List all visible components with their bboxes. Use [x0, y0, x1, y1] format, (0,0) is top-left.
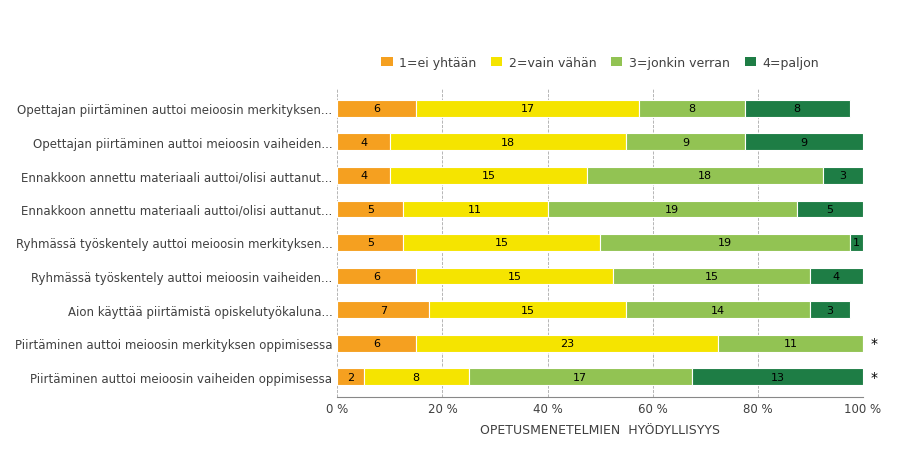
Text: 6: 6 — [373, 338, 381, 348]
Bar — [639, 101, 745, 117]
Text: 19: 19 — [665, 204, 679, 214]
Bar — [390, 168, 587, 184]
Text: 7: 7 — [380, 305, 387, 315]
Text: 15: 15 — [521, 305, 535, 315]
Bar — [823, 168, 863, 184]
Bar — [692, 368, 863, 385]
Text: 15: 15 — [507, 272, 522, 281]
Bar — [337, 268, 416, 285]
Bar — [587, 168, 823, 184]
Text: 1: 1 — [853, 238, 859, 248]
Bar — [797, 201, 863, 218]
Text: 3: 3 — [826, 305, 833, 315]
Text: 4: 4 — [360, 171, 367, 181]
Text: 8: 8 — [413, 372, 419, 382]
Text: 6: 6 — [373, 272, 381, 281]
Bar — [337, 101, 416, 117]
Text: 13: 13 — [771, 372, 784, 382]
Bar — [337, 302, 430, 318]
Text: 17: 17 — [573, 372, 588, 382]
Bar — [337, 134, 390, 151]
Bar — [337, 201, 403, 218]
Bar — [430, 302, 626, 318]
Text: 15: 15 — [494, 238, 508, 248]
Text: 6: 6 — [373, 104, 381, 114]
X-axis label: OPETUSMENETELMIEN  HYÖDYLLISYYS: OPETUSMENETELMIEN HYÖDYLLISYYS — [480, 423, 720, 436]
Bar — [626, 134, 745, 151]
Bar — [468, 368, 692, 385]
Text: 18: 18 — [501, 138, 516, 147]
Bar — [337, 168, 390, 184]
Text: 11: 11 — [468, 204, 482, 214]
Text: 5: 5 — [367, 238, 373, 248]
Bar — [810, 302, 849, 318]
Text: 15: 15 — [481, 171, 495, 181]
Bar — [416, 268, 614, 285]
Bar — [614, 268, 810, 285]
Bar — [403, 235, 600, 251]
Text: 15: 15 — [705, 272, 719, 281]
Bar — [337, 368, 364, 385]
Text: 4: 4 — [360, 138, 367, 147]
Bar — [337, 335, 416, 352]
Text: *: * — [870, 370, 878, 384]
Text: 5: 5 — [826, 204, 833, 214]
Bar — [718, 335, 863, 352]
Bar — [548, 201, 797, 218]
Text: 14: 14 — [711, 305, 725, 315]
Text: 9: 9 — [800, 138, 808, 147]
Bar — [416, 101, 639, 117]
Text: 4: 4 — [833, 272, 840, 281]
Text: 18: 18 — [698, 171, 712, 181]
Bar — [810, 268, 863, 285]
Text: 2: 2 — [346, 372, 354, 382]
Bar — [745, 101, 849, 117]
Text: 5: 5 — [367, 204, 373, 214]
Text: *: * — [870, 336, 878, 350]
Text: 3: 3 — [840, 171, 846, 181]
Bar — [416, 335, 718, 352]
Bar — [626, 302, 810, 318]
Text: 8: 8 — [794, 104, 800, 114]
Bar — [849, 235, 863, 251]
Bar — [403, 201, 548, 218]
Legend: 1=ei yhtään, 2=vain vähän, 3=jonkin verran, 4=paljon: 1=ei yhtään, 2=vain vähän, 3=jonkin verr… — [376, 52, 823, 75]
Text: 23: 23 — [560, 338, 575, 348]
Bar — [364, 368, 468, 385]
Text: 9: 9 — [682, 138, 689, 147]
Text: 8: 8 — [688, 104, 696, 114]
Bar — [337, 235, 403, 251]
Bar — [600, 235, 849, 251]
Text: 19: 19 — [718, 238, 732, 248]
Bar — [390, 134, 626, 151]
Text: 17: 17 — [521, 104, 535, 114]
Text: 11: 11 — [784, 338, 797, 348]
Bar — [745, 134, 863, 151]
